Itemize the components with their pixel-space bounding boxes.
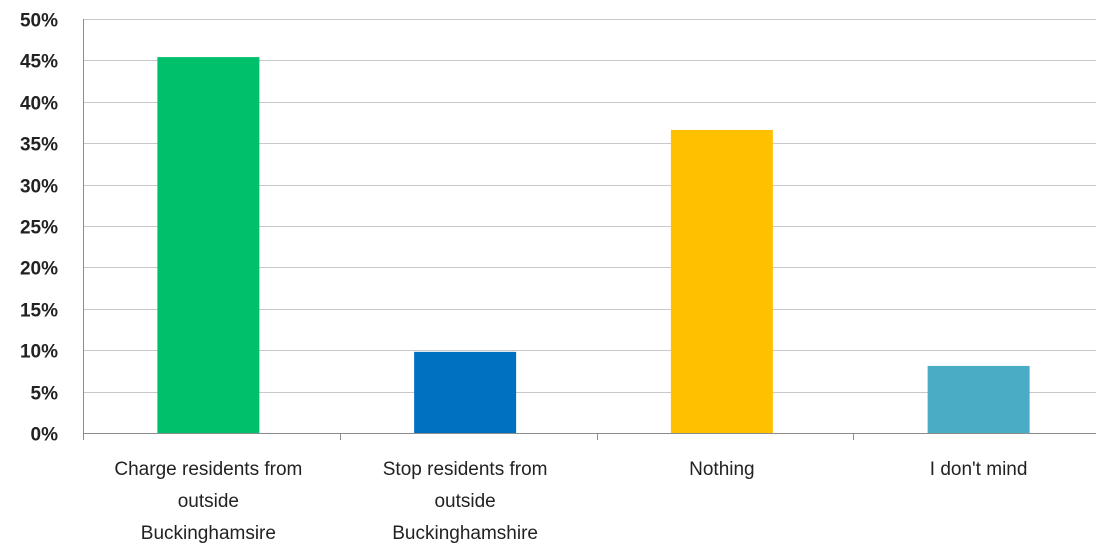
y-tick-label: 5% [31, 384, 59, 405]
y-tick-label: 35% [20, 135, 58, 156]
x-tick-label-line: Stop residents from [383, 459, 548, 480]
y-tick-label: 20% [20, 259, 58, 280]
bar [157, 57, 260, 433]
y-tick-label: 50% [20, 11, 58, 32]
y-tick-label: 15% [20, 301, 58, 322]
x-tick-label: Nothing [689, 459, 755, 480]
bar [414, 351, 517, 433]
bar [670, 129, 773, 433]
x-tick-label: Stop residents from outside Buckinghamshir… [383, 459, 548, 544]
y-tick-label: 10% [20, 342, 58, 363]
x-tick-label-line: outside [434, 491, 495, 512]
bar [927, 365, 1030, 433]
y-tick-label: 30% [20, 177, 58, 198]
x-tick-label: Charge residents from outside Buckinghamsi… [114, 459, 302, 544]
bars [157, 57, 1030, 433]
y-tick-labels: 0% 5% 10% 15% 20% 25% 30% 35% 40% 45% 50% [20, 11, 58, 446]
x-tick-label: I don't mind [930, 459, 1028, 480]
axes [83, 19, 1096, 440]
x-tick-label-line: I don't mind [930, 459, 1028, 480]
x-tick-labels: Charge residents from outside Buckinghamsi… [114, 459, 1027, 544]
x-tick-label-line: Charge residents from [114, 459, 302, 480]
x-tick-label-line: Buckinghamsire [141, 523, 276, 544]
y-tick-label: 45% [20, 52, 58, 73]
y-tick-label: 40% [20, 94, 58, 115]
y-tick-label: 0% [31, 425, 59, 446]
y-tick-label: 25% [20, 218, 58, 239]
x-tick-label-line: Nothing [689, 459, 755, 480]
x-tick-label-line: Buckinghamshire [392, 523, 538, 544]
x-tick-label-line: outside [178, 491, 239, 512]
